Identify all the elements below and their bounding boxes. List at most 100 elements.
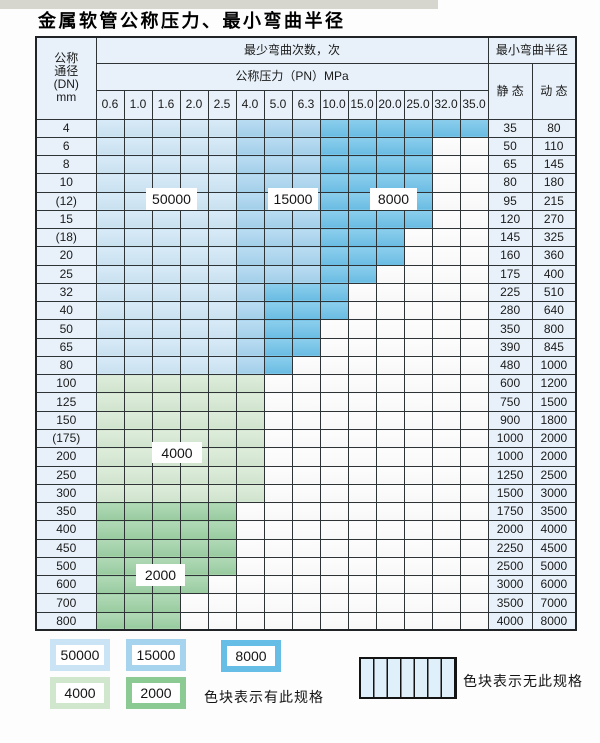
table-row: 400 2000 4000 [35,520,577,540]
spec-cell [347,228,377,248]
spec-cell [123,282,153,303]
dynamic-radius-cell: 270 [531,209,577,230]
no-spec-cell [375,465,405,485]
spec-cell [179,246,209,266]
legend-swatch-label: 4000 [64,685,96,701]
spec-cell [263,155,293,175]
spec-cell [95,282,125,303]
no-spec-cell [375,301,405,321]
spec-cell [319,155,349,175]
no-spec-cell [347,538,377,558]
spec-cell [347,136,377,157]
no-spec-cell [459,246,489,266]
no-spec-cell [319,337,349,357]
spec-cell [235,155,265,175]
spec-cell [151,355,181,376]
no-spec-cell [263,483,293,504]
spec-cell [235,337,265,357]
spec-cell [207,447,237,467]
spec-cell [151,483,181,504]
spec-cell [95,264,125,284]
dynamic-radius-cell: 7000 [531,593,577,613]
spec-cell [207,173,237,193]
dynamic-radius-cell: 145 [531,155,577,175]
spec-cell [235,264,265,284]
no-spec-cell [459,556,489,577]
no-spec-cell [263,538,293,558]
dn-header-line: 公称 [54,51,79,66]
spec-cell [123,155,153,175]
page-title: 金属软管公称压力、最小弯曲半径 [38,11,346,31]
static-radius-cell: 95 [487,191,533,211]
spec-cell [235,246,265,266]
spec-cell [123,538,153,558]
pressure-column-header: 1.0 [123,89,153,120]
no-spec-cell [403,575,433,595]
no-spec-cell [319,556,349,577]
header-row-1: 公称 通径 (DN) mm 最少弯曲次数，次 最小弯曲半径 [35,36,577,120]
spec-cell [431,118,461,138]
spec-cell [179,319,209,339]
static-radius-cell: 2250 [487,538,533,558]
no-spec-cell [347,282,377,303]
table-row: 125 750 1500 [35,392,577,412]
no-spec-cell [375,337,405,357]
no-spec-cell [459,520,489,540]
spec-cell [375,118,405,138]
pressure-column-header: 32.0 [431,89,461,120]
pressure-column-header: 2.5 [207,89,237,120]
legend-swatch-4000: 4000 [50,677,110,709]
no-spec-cell [319,593,349,613]
static-radius-cell: 175 [487,264,533,284]
legend-swatch-label: 2000 [140,685,172,701]
no-spec-cell [431,228,461,248]
spec-cell [319,191,349,211]
spec-cell [347,264,377,284]
dn-cell: 400 [35,520,97,540]
no-spec-cell [431,410,461,431]
spec-cell [123,264,153,284]
spec-cell [207,538,237,558]
no-spec-cell [263,447,293,467]
dn-header-line: mm [56,90,77,105]
spec-cell [347,209,377,230]
spec-cell [207,155,237,175]
spec-cell [207,209,237,230]
spec-cell [95,593,125,613]
table-row: 4 35 80 [35,118,577,138]
dn-cell: 80 [35,355,97,376]
spec-cell [235,410,265,431]
spec-cell [347,155,377,175]
spec-cell [319,136,349,157]
spec-cell [123,118,153,138]
no-spec-cell [291,447,321,467]
spec-cell [207,136,237,157]
static-radius-cell: 2500 [487,556,533,577]
static-radius-cell: 80 [487,173,533,193]
spec-cell [123,209,153,230]
no-spec-cell [375,319,405,339]
spec-cell [179,118,209,138]
cycle-label-4000: 4000 [152,442,202,463]
table-row: (18) 145 325 [35,228,577,248]
dn-cell: 15 [35,209,97,230]
no-spec-cell [403,593,433,613]
static-radius-cell: 390 [487,337,533,357]
spec-cell [263,301,293,321]
no-spec-cell [375,502,405,522]
spec-cell [95,611,125,631]
no-spec-cell [459,191,489,211]
spec-cell [95,319,125,339]
no-spec-cell [403,374,433,394]
no-spec-cell [459,301,489,321]
legend-swatch-label: 15000 [136,647,176,663]
pressure-column-header: 6.3 [291,89,321,120]
spec-cell [235,191,265,211]
spec-cell [123,246,153,266]
no-spec-cell [459,502,489,522]
spec-cell [123,228,153,248]
no-spec-cell [347,319,377,339]
spec-cell [95,228,125,248]
spec-cell [235,319,265,339]
dynamic-radius-cell: 4500 [531,538,577,558]
